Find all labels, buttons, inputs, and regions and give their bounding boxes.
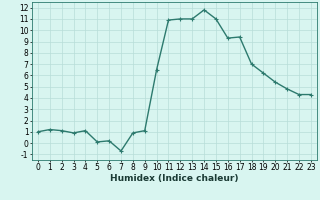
X-axis label: Humidex (Indice chaleur): Humidex (Indice chaleur) [110, 174, 239, 183]
